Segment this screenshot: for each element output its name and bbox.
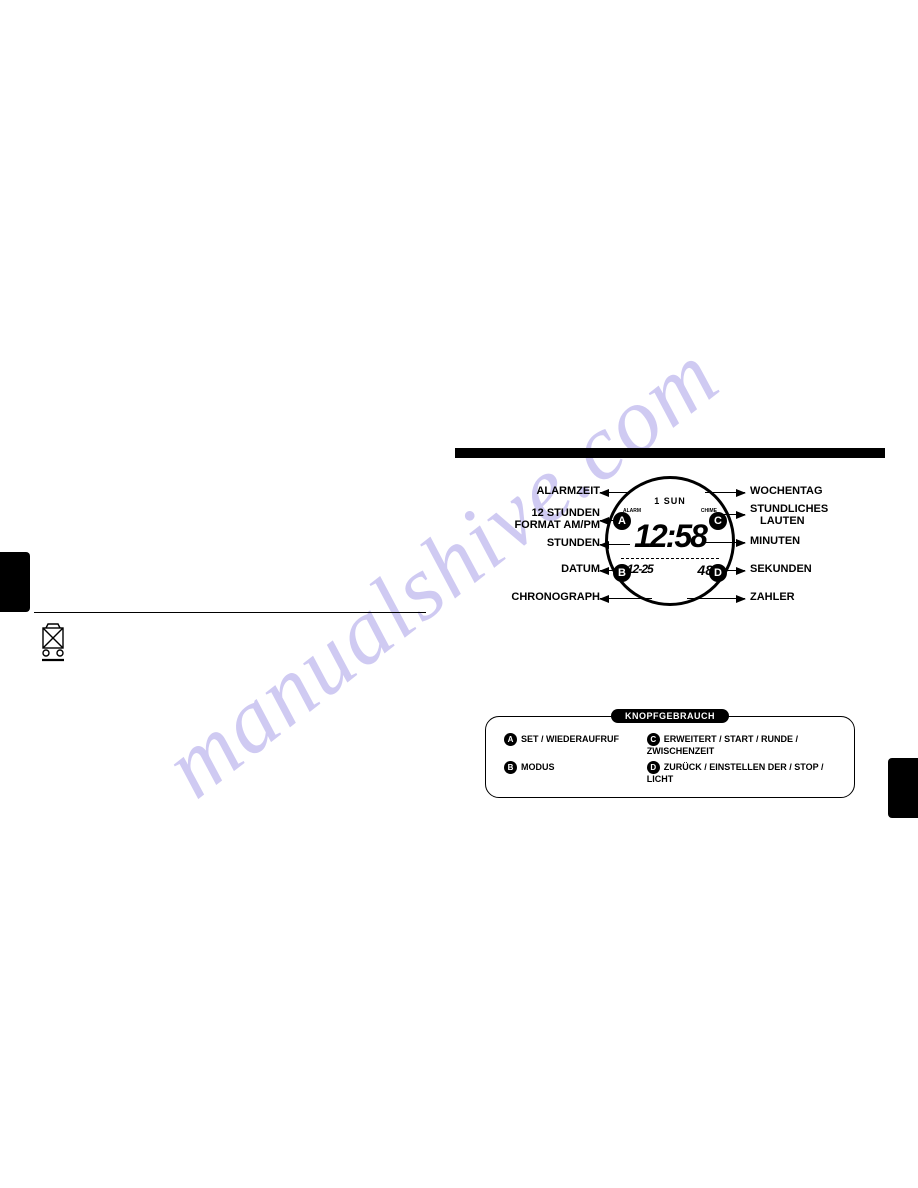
watch-lcd: 1 SUN ALARM CHIME 12:58 12-25 48: [617, 494, 723, 588]
button-marker-c: C: [709, 512, 727, 530]
label-format-line2: FORMAT AM/PM: [514, 519, 600, 531]
label-chime-line2: LAUTEN: [750, 515, 805, 527]
button-text-d: ZURÜCK / EINSTELLEN DER / STOP / LICHT: [647, 762, 824, 784]
button-marker-b: B: [613, 564, 631, 582]
label-format-line1: 12 STUNDEN: [532, 507, 600, 519]
label-format: 12 STUNDEN FORMAT AM/PM: [514, 508, 600, 531]
label-weekday: WOCHENTAG: [750, 486, 823, 498]
button-usage-box: KNOPFGEBRAUCH ASET / WIEDERAUFRUF CERWEI…: [485, 716, 855, 798]
label-alarm: ALARMZEIT: [536, 486, 600, 498]
button-letter-c: C: [647, 733, 660, 746]
button-text-b: MODUS: [521, 762, 555, 772]
watch-diagram: ALARMZEIT 12 STUNDEN FORMAT AM/PM STUNDE…: [455, 466, 885, 696]
watch-face: 1 SUN ALARM CHIME 12:58 12-25 48 A B C D: [605, 476, 735, 606]
lcd-divider: [621, 558, 719, 559]
label-counter: ZAHLER: [750, 592, 795, 604]
page-container: ALARMZEIT 12 STUNDEN FORMAT AM/PM STUNDE…: [0, 0, 918, 1188]
button-usage-title: KNOPFGEBRAUCH: [611, 709, 729, 723]
label-seconds: SEKUNDEN: [750, 564, 812, 576]
weee-icon: [36, 622, 70, 664]
label-date: DATUM: [561, 564, 600, 576]
left-thumb-tab: [0, 552, 30, 612]
button-text-a: SET / WIEDERAUFRUF: [521, 734, 619, 744]
lcd-time: 12:58: [617, 518, 723, 555]
button-text-c: ERWEITERT / START / RUNDE / ZWISCHENZEIT: [647, 734, 798, 756]
button-usage-table: A SET / WIEDERAUFRUF CERWEITERT / START /…: [500, 731, 840, 787]
label-hours: STUNDEN: [547, 538, 600, 550]
button-marker-d: D: [709, 564, 727, 582]
section-header-bar: [455, 448, 885, 458]
lcd-top-row: 1 SUN: [617, 496, 723, 506]
label-chime-line1: STUNDLICHES: [750, 503, 828, 515]
button-letter-b: B: [504, 761, 517, 774]
label-chime: STUNDLICHES LAUTEN: [750, 504, 828, 527]
button-marker-a: A: [613, 512, 631, 530]
right-thumb-tab: [888, 758, 918, 818]
button-letter-a: A: [504, 733, 517, 746]
left-column-rule: [34, 612, 426, 613]
button-letter-d: D: [647, 761, 660, 774]
label-minutes: MINUTEN: [750, 536, 800, 548]
label-chrono: CHRONOGRAPH: [511, 592, 600, 604]
